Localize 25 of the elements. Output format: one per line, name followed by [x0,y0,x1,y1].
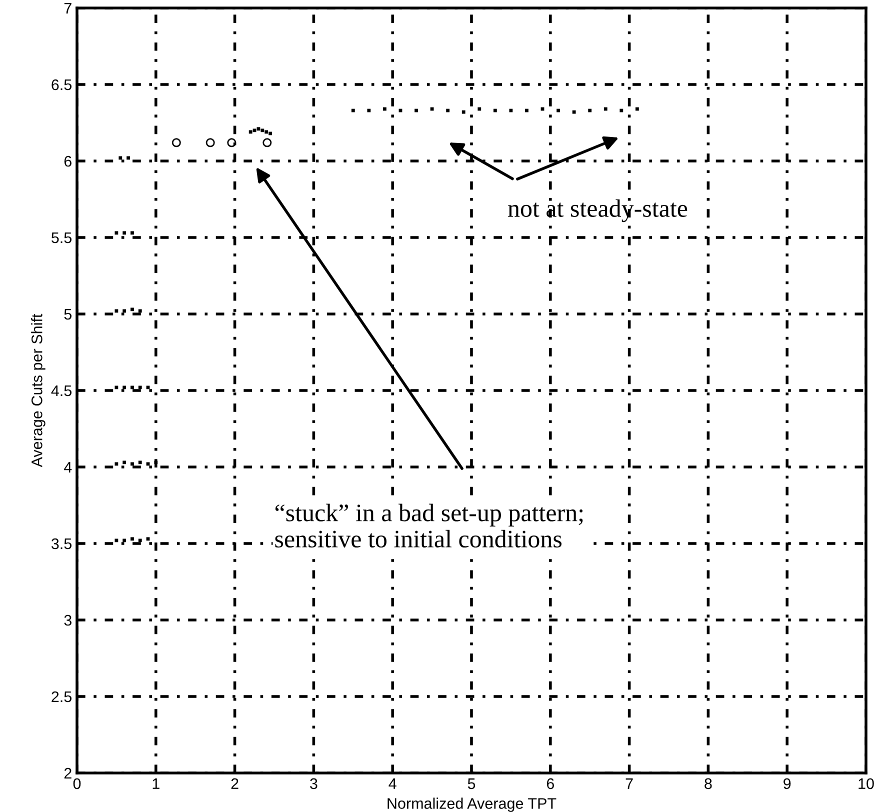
x-tick-label: 10 [858,778,874,790]
x-tick-label: 8 [704,778,712,790]
x-tick-label: 5 [468,778,476,790]
x-tick-label: 2 [231,778,238,789]
x-tick-label: 6 [546,778,554,790]
annotation: “stuck” in a bad set-up pattern; sensitive to initial conditions [275,504,583,548]
x-tick-label: 3 [310,778,318,790]
x-tick-label: 7 [626,778,633,789]
y-tick-label: 5 [64,309,72,320]
y-tick-label: 4 [64,462,72,473]
y-axis-title: Average Cuts per Shift [31,314,46,468]
y-tick-label: 7 [64,3,72,14]
y-tick-label: 2.5 [52,691,72,702]
x-tick-label: 4 [388,778,396,789]
x-tick-label: 0 [73,778,81,790]
x-axis-title: Normalized Average TPT [388,798,556,812]
y-tick-label: 3.5 [51,538,72,550]
y-tick-label: 3 [64,614,72,626]
x-tick-label: 1 [152,778,160,789]
y-tick-label: 6 [64,156,72,167]
y-tick-label: 2 [64,768,72,779]
y-tick-label: 6.5 [52,79,72,90]
x-tick-label: 9 [784,778,791,790]
y-tick-label: 4.5 [51,386,72,396]
y-tick-label: 5.5 [52,232,72,244]
